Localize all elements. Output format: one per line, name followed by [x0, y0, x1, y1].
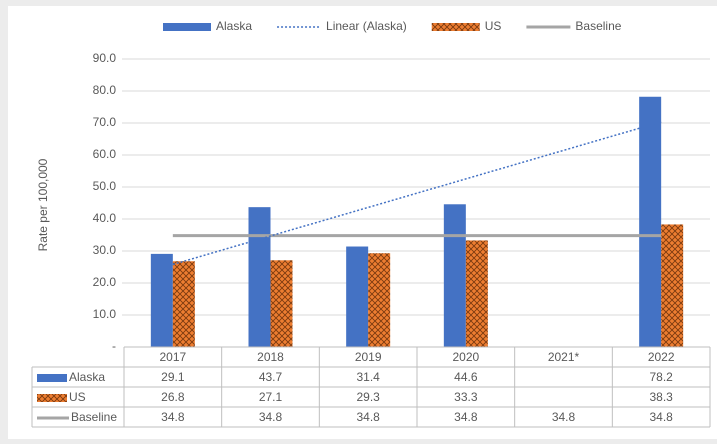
- table-value: 31.4: [356, 370, 380, 384]
- table-value: 78.2: [649, 370, 673, 384]
- bar: [368, 253, 391, 347]
- table-row-label: Baseline: [71, 410, 117, 424]
- bar: [639, 96, 662, 347]
- legend-label: Alaska: [216, 19, 252, 33]
- y-tick-label: 90.0: [93, 51, 117, 65]
- legend-label: Baseline: [575, 19, 621, 33]
- bar: [150, 253, 173, 347]
- x-tick-label: 2020: [452, 350, 479, 364]
- y-tick-label: 70.0: [93, 115, 117, 129]
- y-tick-label: 50.0: [93, 179, 117, 193]
- y-tick-label: -: [112, 339, 116, 353]
- table-value: 34.8: [454, 410, 478, 424]
- table-value: 43.7: [259, 370, 283, 384]
- table-value: 34.8: [161, 410, 185, 424]
- trendline: [172, 121, 662, 266]
- legend-swatch: [37, 374, 67, 382]
- x-tick-label: 2022: [648, 350, 675, 364]
- table-row-label: US: [69, 390, 86, 404]
- y-tick-label: 40.0: [93, 211, 117, 225]
- table-value: 34.8: [552, 410, 576, 424]
- table-value: 29.3: [356, 390, 380, 404]
- legend-swatch: [37, 394, 67, 402]
- legend-swatch: [431, 23, 480, 31]
- table-value: 29.1: [161, 370, 185, 384]
- y-tick-label: 10.0: [93, 307, 117, 321]
- table-value: 34.8: [259, 410, 283, 424]
- bar: [465, 240, 488, 347]
- x-tick-label: 2021*: [548, 350, 580, 364]
- x-tick-label: 2017: [159, 350, 186, 364]
- x-tick-label: 2018: [257, 350, 284, 364]
- table-value: 44.6: [454, 370, 478, 384]
- bar: [346, 246, 369, 347]
- table-value: 26.8: [161, 390, 185, 404]
- x-tick-label: 2019: [355, 350, 382, 364]
- y-axis-label: Rate per 100,000: [36, 158, 50, 251]
- bar: [270, 260, 293, 347]
- table-value: 33.3: [454, 390, 478, 404]
- bar: [172, 261, 195, 347]
- y-tick-label: 80.0: [93, 83, 117, 97]
- bar: [248, 207, 271, 347]
- y-tick-label: 30.0: [93, 243, 117, 257]
- legend-swatch: [163, 23, 211, 31]
- table-value: 27.1: [259, 390, 283, 404]
- legend-label: US: [485, 19, 502, 33]
- bar: [443, 204, 466, 347]
- legend-label: Linear (Alaska): [326, 19, 407, 33]
- y-tick-label: 20.0: [93, 275, 117, 289]
- table-value: 34.8: [649, 410, 673, 424]
- bar: [661, 224, 684, 347]
- table-value: 34.8: [356, 410, 380, 424]
- table-value: 38.3: [649, 390, 673, 404]
- table-row-label: Alaska: [69, 370, 105, 384]
- y-tick-label: 60.0: [93, 147, 117, 161]
